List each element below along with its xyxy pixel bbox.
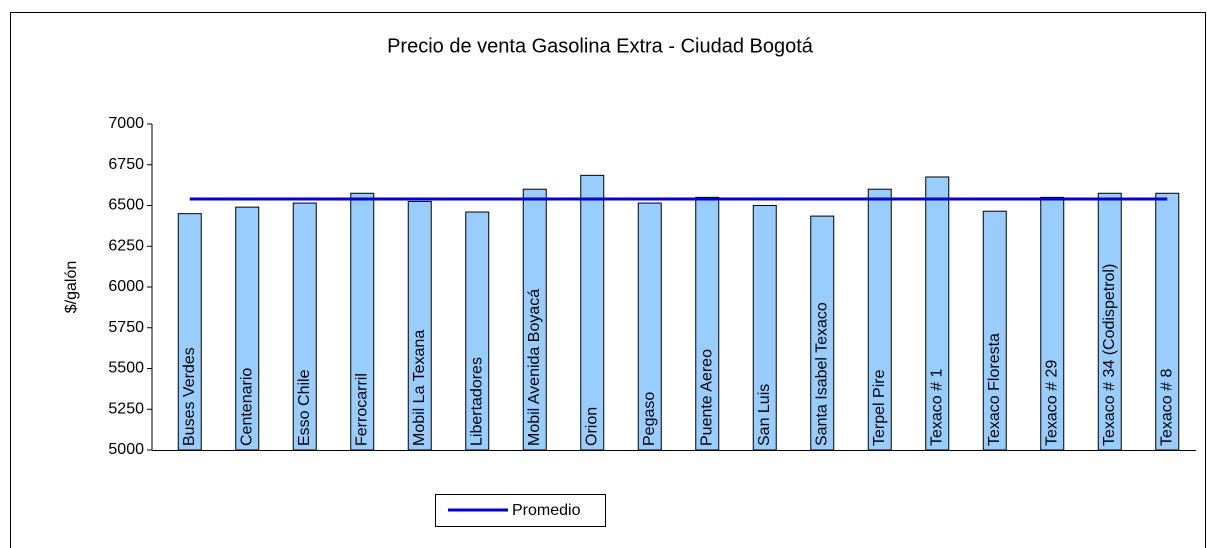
category-label: Santa Isabel Texaco xyxy=(813,302,830,446)
bar xyxy=(1097,192,1122,451)
category-label: Terpel Pire xyxy=(871,369,888,446)
category-label: Puente Aereo xyxy=(698,349,715,446)
bar xyxy=(522,188,547,451)
category-label: Texaco # 29 xyxy=(1043,360,1060,446)
bar xyxy=(407,200,432,451)
category-label: Libertadores xyxy=(468,357,485,446)
chart-title: Precio de venta Gasolina Extra - Ciudad … xyxy=(387,35,814,57)
bar xyxy=(580,174,605,451)
y-tick-label: 6750 xyxy=(108,156,144,173)
category-label: Texaco # 1 xyxy=(928,369,945,446)
y-tick-label: 7000 xyxy=(108,115,144,132)
category-label: Mobil La Texana xyxy=(411,330,428,446)
y-tick-label: 5750 xyxy=(108,319,144,336)
bar xyxy=(292,202,317,451)
bar xyxy=(810,215,835,451)
category-label: San Luis xyxy=(756,384,773,446)
category-label: Esso Chile xyxy=(296,369,313,446)
category-label: Orion xyxy=(583,407,600,446)
bar xyxy=(350,192,375,451)
bar xyxy=(235,206,260,451)
category-label: Centenario xyxy=(238,368,255,446)
y-axis-label: $/galón xyxy=(63,261,80,314)
bar xyxy=(465,211,490,451)
legend-label: Promedio xyxy=(512,502,581,519)
y-tick-label: 6000 xyxy=(108,278,144,295)
y-tick-label: 6250 xyxy=(108,237,144,254)
y-tick-label: 5250 xyxy=(108,400,144,417)
category-label: Texaco # 8 xyxy=(1158,369,1175,446)
bar xyxy=(1155,192,1180,451)
y-tick-label: 5500 xyxy=(108,360,144,377)
bar xyxy=(637,202,662,451)
y-tick-label: 6500 xyxy=(108,197,144,214)
category-label: Mobil Avenida Boyacá xyxy=(526,289,543,446)
bar xyxy=(867,188,892,451)
bar xyxy=(1040,196,1065,451)
category-label: Pegaso xyxy=(641,392,658,446)
bar xyxy=(925,176,950,451)
category-label: Texaco Floresta xyxy=(986,333,1003,446)
category-label: Texaco # 34 (Codispetrol) xyxy=(1101,264,1118,446)
bar xyxy=(695,196,720,451)
y-tick-label: 5000 xyxy=(108,441,144,458)
bar xyxy=(177,213,202,451)
bar xyxy=(752,205,777,451)
category-label: Ferrocarril xyxy=(353,373,370,446)
category-label: Buses Verdes xyxy=(181,347,198,446)
bar xyxy=(982,210,1007,451)
